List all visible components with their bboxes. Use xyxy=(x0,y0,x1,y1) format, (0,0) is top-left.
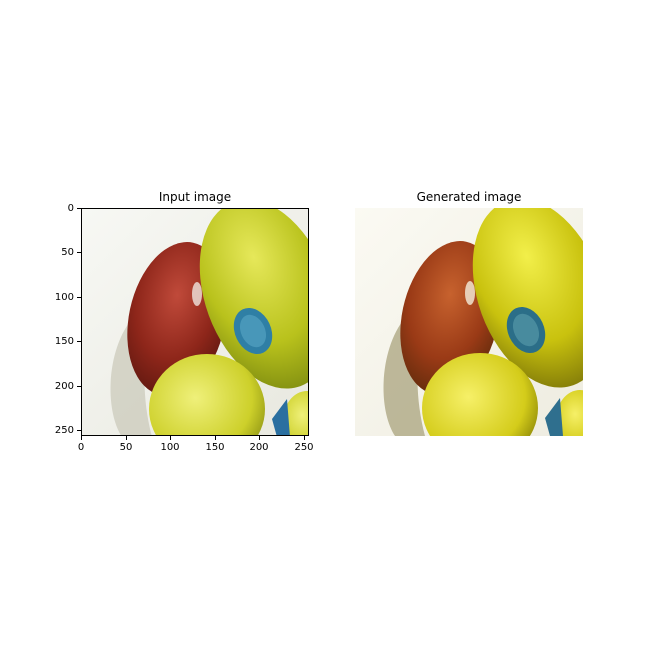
y-tick xyxy=(77,341,81,342)
input-image-title: Input image xyxy=(158,190,232,204)
generated-image-title: Generated image xyxy=(416,190,522,204)
input-image xyxy=(81,208,309,436)
x-tick xyxy=(215,436,216,440)
x-tick-label: 50 xyxy=(119,442,133,453)
x-tick-label: 150 xyxy=(205,442,225,453)
y-tick-label: 150 xyxy=(54,336,74,347)
x-tick xyxy=(304,436,305,440)
y-tick xyxy=(77,252,81,253)
generated-image-svg xyxy=(355,208,583,436)
x-tick xyxy=(259,436,260,440)
x-tick xyxy=(81,436,82,440)
y-tick-label: 200 xyxy=(54,381,74,392)
green-apple xyxy=(472,208,583,388)
x-tick-label: 200 xyxy=(249,442,269,453)
x-tick xyxy=(170,436,171,440)
y-tick xyxy=(77,208,81,209)
yellow-apple xyxy=(149,354,265,435)
input-image-svg xyxy=(82,209,308,435)
green-apple xyxy=(199,209,308,389)
y-tick-label: 0 xyxy=(67,203,74,214)
y-tick-label: 50 xyxy=(61,247,74,258)
x-tick-label: 0 xyxy=(77,442,85,453)
x-tick xyxy=(126,436,127,440)
y-tick xyxy=(77,297,81,298)
y-tick-label: 250 xyxy=(54,425,74,436)
yellow-apple xyxy=(422,353,538,436)
y-tick-label: 100 xyxy=(54,292,74,303)
y-tick xyxy=(77,386,81,387)
y-tick xyxy=(77,430,81,431)
x-tick-label: 100 xyxy=(160,442,180,453)
generated-image xyxy=(355,208,583,436)
x-tick-label: 250 xyxy=(294,442,314,453)
